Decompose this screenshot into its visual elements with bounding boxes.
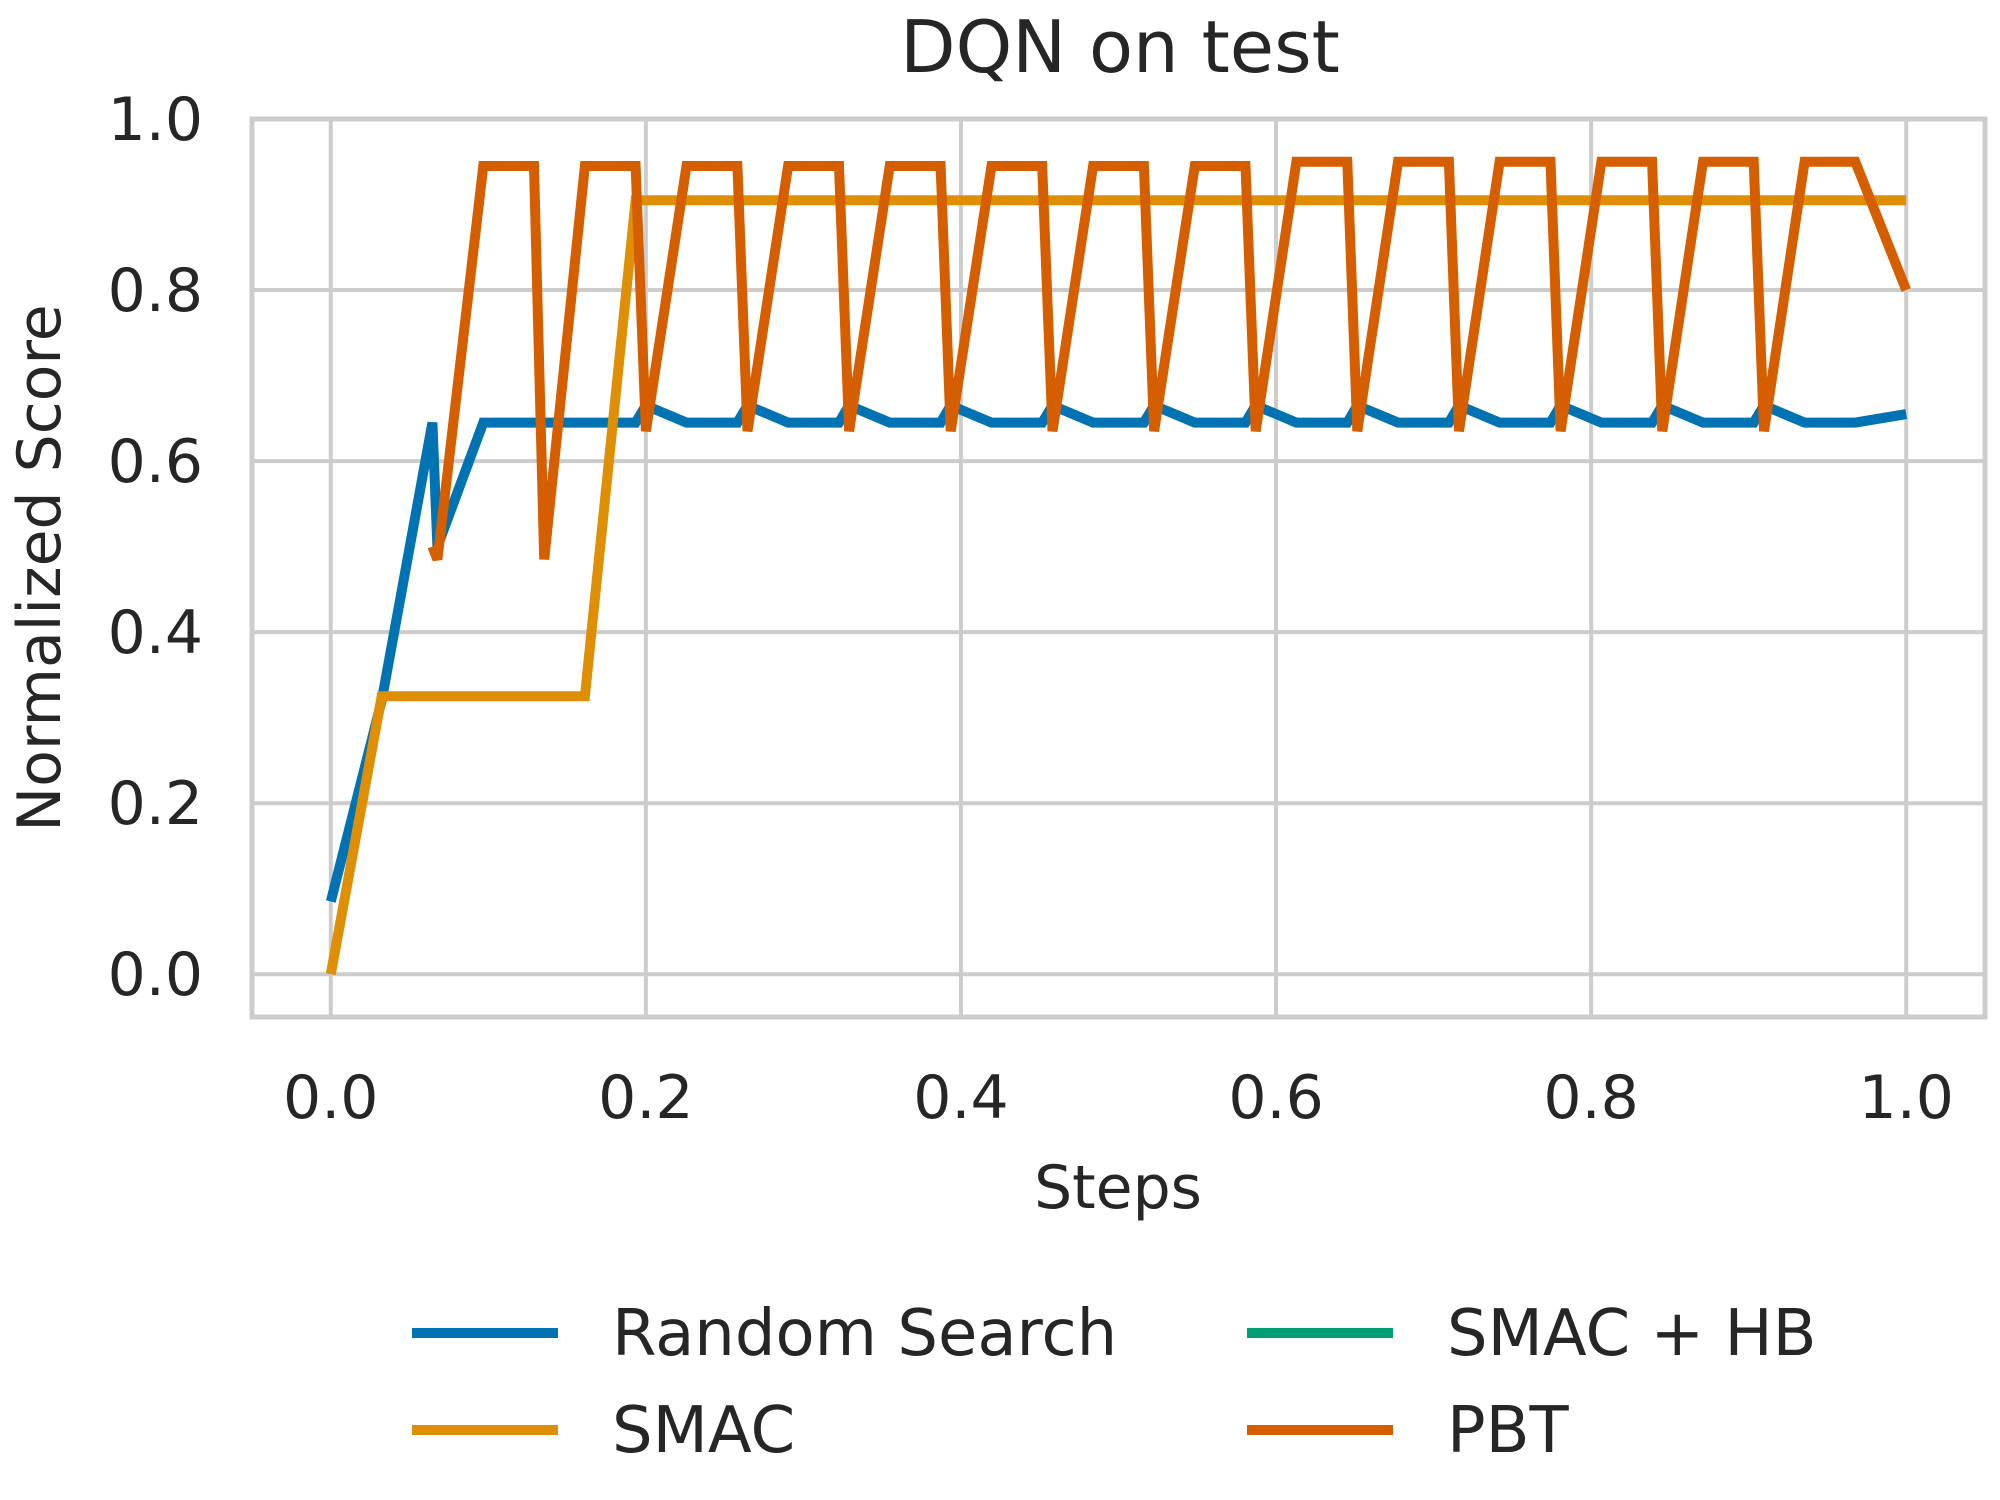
series-line-random-search bbox=[325, 399, 1908, 903]
x-axis-label: Steps bbox=[1034, 1153, 1202, 1223]
x-tick-label: 0.2 bbox=[598, 1063, 693, 1133]
series-line-smac bbox=[325, 195, 1907, 976]
y-axis-ticks: 0.0 0.2 0.4 0.6 0.8 1.0 bbox=[108, 85, 203, 1010]
series-layer bbox=[325, 156, 1911, 976]
y-tick-label: 0.8 bbox=[108, 256, 203, 326]
legend: Random Search SMAC SMAC + HB PBT bbox=[412, 1297, 1817, 1468]
y-tick-label: 0.6 bbox=[108, 427, 203, 497]
plot-frame bbox=[249, 116, 1988, 1020]
x-tick-label: 0.6 bbox=[1228, 1063, 1323, 1133]
x-tick-label: 0.0 bbox=[283, 1063, 378, 1133]
x-tick-label: 1.0 bbox=[1859, 1063, 1954, 1133]
y-axis-label: Normalized Score bbox=[5, 304, 75, 831]
legend-label-smac-hb: SMAC + HB bbox=[1447, 1297, 1817, 1371]
y-tick-label: 0.2 bbox=[108, 769, 203, 839]
chart-title: DQN on test bbox=[900, 5, 1340, 89]
series-line-pbt bbox=[427, 156, 1911, 562]
y-tick-label: 0.0 bbox=[108, 940, 203, 1010]
grid bbox=[252, 117, 1985, 1017]
y-tick-label: 1.0 bbox=[108, 85, 203, 155]
legend-label-pbt: PBT bbox=[1447, 1394, 1570, 1468]
x-tick-label: 0.4 bbox=[913, 1063, 1008, 1133]
y-tick-label: 0.4 bbox=[108, 598, 203, 668]
x-axis-ticks: 0.0 0.2 0.4 0.6 0.8 1.0 bbox=[283, 1063, 1954, 1133]
legend-label-random-search: Random Search bbox=[612, 1297, 1117, 1371]
x-tick-label: 0.8 bbox=[1543, 1063, 1638, 1133]
legend-label-smac: SMAC bbox=[612, 1394, 795, 1468]
